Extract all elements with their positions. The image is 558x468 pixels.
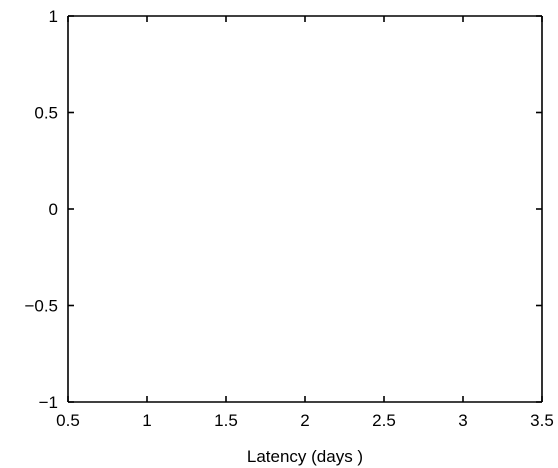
x-tick-label: 2.5 <box>372 411 396 430</box>
x-tick-label: 0.5 <box>56 411 80 430</box>
x-tick-label: 3.5 <box>530 411 554 430</box>
y-ticks: −1 −0.5 0 0.5 1 <box>24 7 542 412</box>
x-tick-label: 3 <box>458 411 467 430</box>
y-tick-label: 0.5 <box>34 104 58 123</box>
x-ticks: 0.5 1 1.5 2 2.5 3 3.5 <box>56 16 554 430</box>
x-tick-label: 1.5 <box>214 411 238 430</box>
y-tick-label: −0.5 <box>24 297 58 316</box>
plot-area <box>68 16 542 402</box>
y-tick-label: 0 <box>49 200 58 219</box>
y-tick-label: −1 <box>39 393 58 412</box>
x-tick-label: 2 <box>300 411 309 430</box>
y-tick-label: 1 <box>49 7 58 26</box>
x-tick-label: 1 <box>142 411 151 430</box>
x-axis-label: Latency (days ) <box>247 447 363 466</box>
